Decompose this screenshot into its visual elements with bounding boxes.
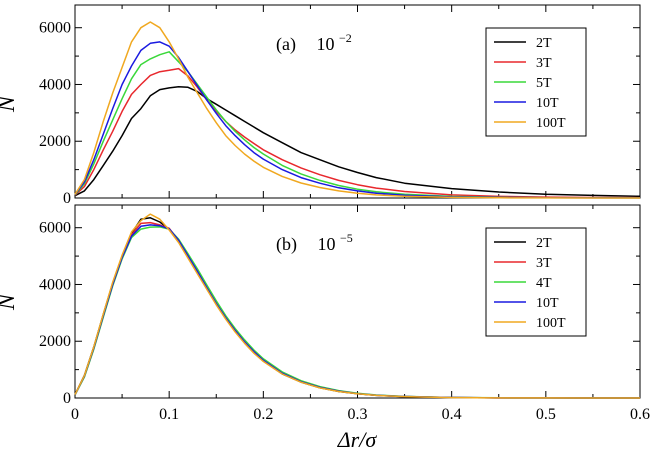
y-tick-label-b: 4000: [39, 276, 71, 293]
x-axis-label-slash: /: [357, 427, 367, 452]
ticks-b: 0 2000 4000 6000: [39, 205, 641, 407]
annotation-base-b: 10: [318, 234, 336, 254]
y-axis-label-a: N: [0, 94, 20, 113]
panel-label-a: (a): [276, 34, 296, 55]
y-tick-label-a: 0: [63, 190, 71, 207]
y-tick-label-a: 6000: [39, 20, 71, 37]
y-tick-label-b: 2000: [39, 333, 71, 350]
x-axis-label-main: Δr: [337, 427, 360, 452]
y-axis-label-b: N: [0, 292, 20, 311]
series-line-b-100T: [74, 213, 640, 399]
annotation-exponent-b: −5: [340, 231, 353, 245]
annotation-base-a: 10: [316, 34, 334, 54]
x-tick-label: 0: [71, 406, 79, 423]
legend-label-a-2T: 2T: [536, 36, 552, 51]
legend-label-a-100T: 100T: [536, 116, 566, 131]
legend-label-b-4T: 4T: [536, 276, 552, 291]
y-tick-label-b: 0: [63, 390, 71, 407]
x-tick-label: 0.4: [442, 406, 462, 423]
panel-annotation-b: (b) 10 −5: [276, 231, 353, 255]
ticks-a: 0 2000 4000 6000: [39, 5, 641, 207]
y-tick-label-a: 4000: [39, 76, 71, 93]
legend-label-a-3T: 3T: [536, 56, 552, 71]
legend-label-b-10T: 10T: [536, 296, 559, 311]
series-line-a-5T: [74, 51, 641, 199]
panel-annotation-a: (a) 10 −2: [276, 31, 352, 55]
x-tick-label: 0.2: [253, 406, 273, 423]
legend-label-a-10T: 10T: [536, 96, 559, 111]
x-tick-labels: 0 0.1 0.2 0.3 0.4 0.5 0.6: [71, 406, 650, 423]
x-tick-label: 0.6: [630, 406, 650, 423]
x-tick-label: 0.3: [348, 406, 368, 423]
series-line-a-2T: [74, 85, 641, 198]
series-line-a-10T: [74, 41, 640, 199]
legend-label-a-5T: 5T: [536, 76, 552, 91]
x-axis-label-sigma: σ: [365, 427, 377, 452]
y-tick-label-a: 2000: [39, 133, 71, 150]
series-lines-a: [74, 21, 641, 199]
legend-label-b-3T: 3T: [536, 256, 552, 271]
x-tick-label: 0.1: [159, 406, 179, 423]
series-line-a-100T: [74, 21, 640, 199]
panel-a: 0 2000 4000 6000 N (a) 10 −2 2T 3T 5T 10T 100T: [0, 4, 641, 207]
y-tick-label-b: 6000: [39, 220, 71, 237]
legend-a: 2T 3T 5T 10T 100T: [485, 27, 587, 137]
legend-label-b-100T: 100T: [536, 316, 566, 331]
annotation-exponent-a: −2: [339, 31, 352, 45]
panel-label-b: (b): [276, 234, 297, 255]
x-axis-label: Δr/σ: [337, 427, 378, 452]
series-lines-b: [74, 213, 640, 399]
legend-b: 2T 3T 4T 10T 100T: [485, 227, 587, 337]
x-tick-label: 0.5: [536, 406, 556, 423]
legend-label-b-2T: 2T: [536, 236, 552, 251]
